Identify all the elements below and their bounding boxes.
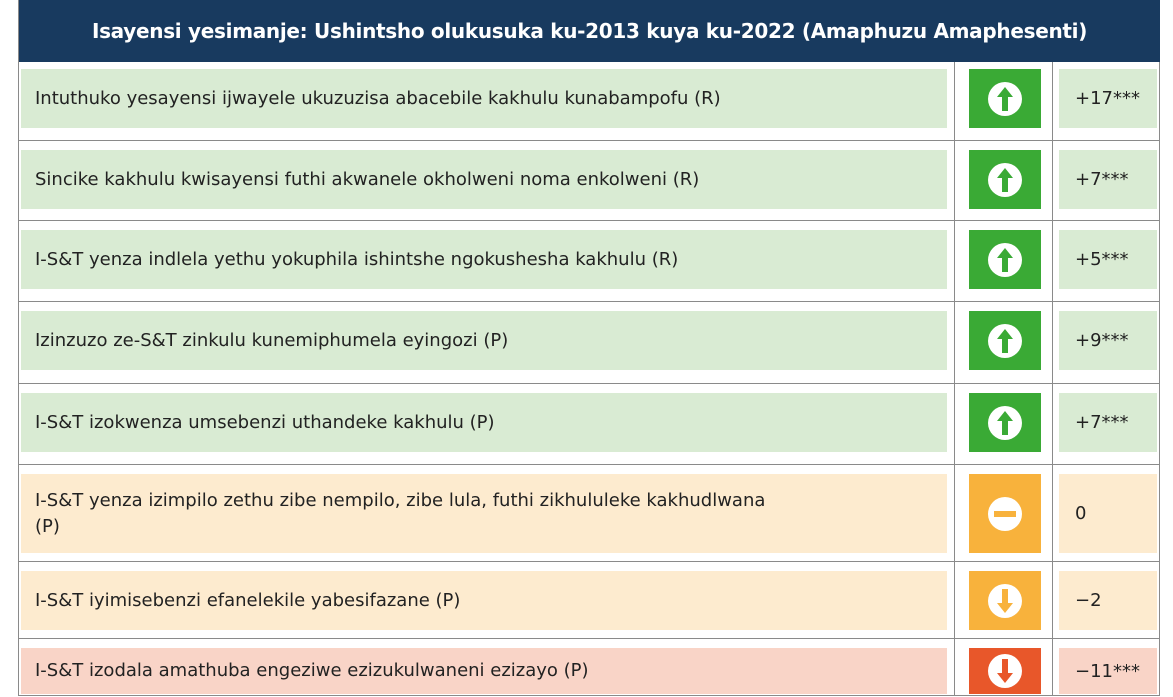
row-label: I-S&T yenza izimpilo zethu zibe nempilo,… xyxy=(21,474,947,553)
row-label: Sincike kakhulu kwisayensi futhi akwanel… xyxy=(21,150,947,209)
row-value: +7*** xyxy=(1059,150,1157,209)
trend-icon xyxy=(969,230,1041,289)
row-divider xyxy=(19,383,1159,384)
row-label: I-S&T izodala amathuba engeziwe ezizukul… xyxy=(21,648,947,694)
row-divider xyxy=(19,220,1159,221)
row-label: Izinzuzo ze-S&T zinkulu kunemiphumela ey… xyxy=(21,311,947,370)
icon-up xyxy=(988,81,1022,116)
row-value: −2 xyxy=(1059,571,1157,630)
trend-icon xyxy=(969,150,1041,209)
trend-icon xyxy=(969,393,1041,452)
table-title: Isayensi yesimanje: Ushintsho olukusuka … xyxy=(19,0,1160,62)
row-label: I-S&T iyimisebenzi efanelekile yabesifaz… xyxy=(21,571,947,630)
row-divider xyxy=(19,140,1159,141)
row-value: +5*** xyxy=(1059,230,1157,289)
row-divider xyxy=(19,301,1159,302)
column-divider xyxy=(1052,62,1053,695)
trend-icon xyxy=(969,311,1041,370)
table: Isayensi yesimanje: Ushintsho olukusuka … xyxy=(18,0,1160,696)
row-label: I-S&T yenza indlela yethu yokuphila ishi… xyxy=(21,230,947,289)
row-divider xyxy=(19,561,1159,562)
row-value: +9*** xyxy=(1059,311,1157,370)
row-divider xyxy=(19,638,1159,639)
row-label: I-S&T izokwenza umsebenzi uthandeke kakh… xyxy=(21,393,947,452)
trend-icon xyxy=(969,571,1041,630)
trend-icon xyxy=(969,474,1041,553)
icon-neutral xyxy=(988,496,1022,531)
row-divider xyxy=(19,464,1159,465)
trend-icon xyxy=(969,648,1041,694)
column-divider xyxy=(954,62,955,695)
row-value: +7*** xyxy=(1059,393,1157,452)
trend-icon xyxy=(969,69,1041,128)
icon-up xyxy=(988,323,1022,358)
icon-down xyxy=(988,654,1022,688)
row-value: 0 xyxy=(1059,474,1157,553)
icon-up xyxy=(988,162,1022,197)
row-value: −11*** xyxy=(1059,648,1157,694)
icon-up xyxy=(988,405,1022,440)
icon-down xyxy=(988,583,1022,618)
icon-up xyxy=(988,242,1022,277)
row-value: +17*** xyxy=(1059,69,1157,128)
row-label: Intuthuko yesayensi ijwayele ukuzuzisa a… xyxy=(21,69,947,128)
